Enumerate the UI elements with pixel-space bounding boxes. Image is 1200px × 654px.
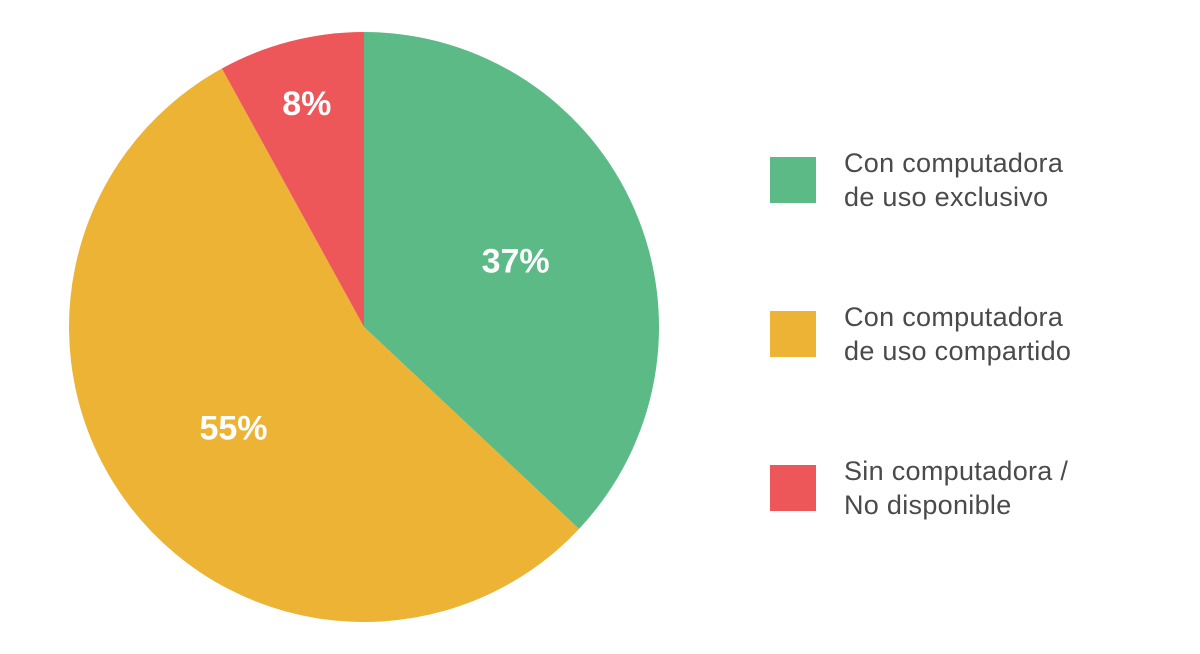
legend-label-line: No disponible — [844, 490, 1012, 520]
legend-label-line: de uso compartido — [844, 336, 1072, 366]
legend-label-shared: Con computadora de uso compartido — [844, 300, 1071, 368]
legend-label-line: Sin computadora / — [844, 456, 1069, 486]
legend-label-none: Sin computadora / No disponible — [844, 454, 1068, 522]
pie-slice-label-exclusive: 37% — [482, 242, 550, 280]
legend-item-exclusive: Con computadora de uso exclusivo — [770, 140, 1190, 220]
pie-slice-label-shared: 55% — [199, 409, 267, 447]
legend-swatch-shared — [770, 311, 816, 357]
pie-slices — [69, 32, 660, 622]
legend-item-none: Sin computadora / No disponible — [770, 448, 1190, 528]
legend-label-line: Con computadora — [844, 302, 1064, 332]
legend-item-shared: Con computadora de uso compartido — [770, 294, 1190, 374]
legend-swatch-none — [770, 465, 816, 511]
legend: Con computadora de uso exclusivo Con com… — [770, 140, 1190, 602]
pie-slice-label-none: 8% — [282, 85, 331, 123]
pie-slice-labels: 37% 55% 8% — [199, 85, 549, 447]
legend-label-line: de uso exclusivo — [844, 182, 1049, 212]
pie-slice-exclusive — [364, 32, 660, 529]
pie-slice-shared — [69, 68, 580, 622]
legend-swatch-exclusive — [770, 157, 816, 203]
pie-slice-none — [221, 32, 364, 327]
legend-label-exclusive: Con computadora de uso exclusivo — [844, 146, 1063, 214]
legend-label-line: Con computadora — [844, 148, 1064, 178]
